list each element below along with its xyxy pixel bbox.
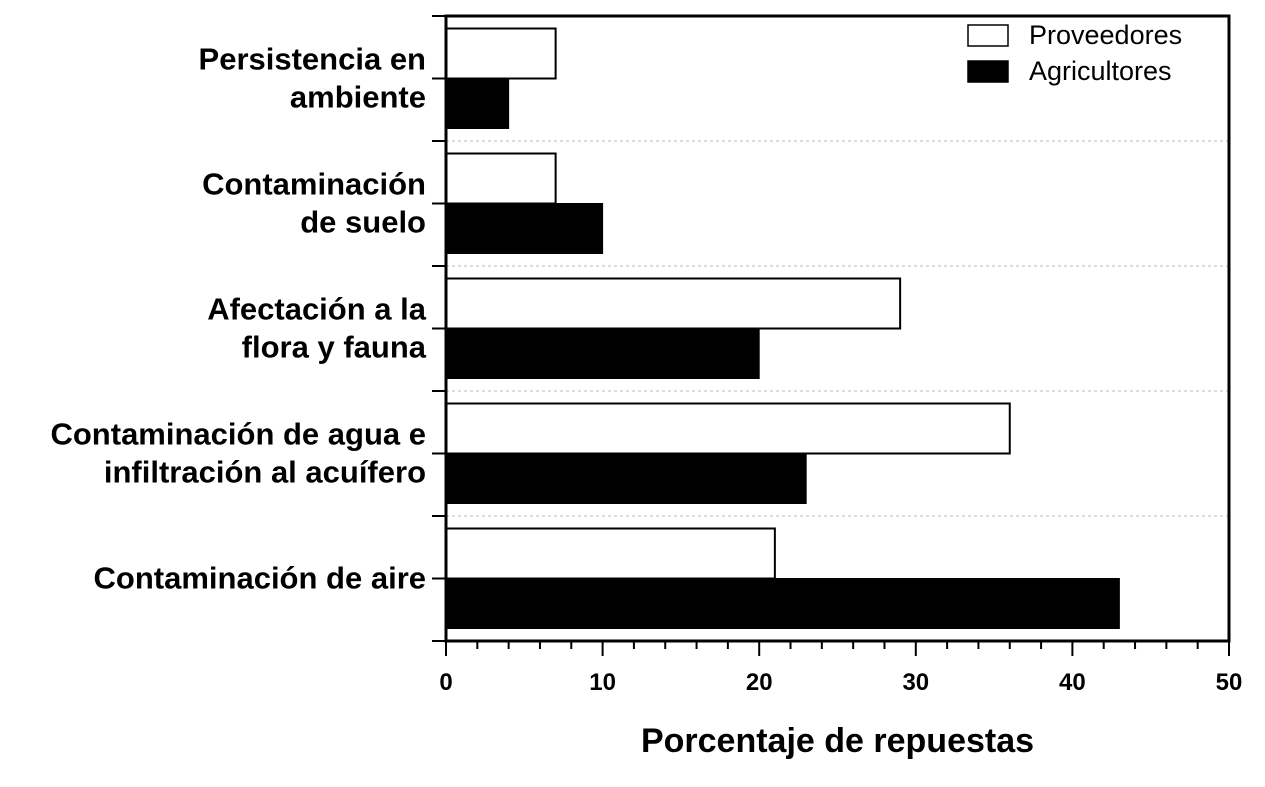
x-tick-label: 20 — [746, 669, 773, 696]
legend-label-proveedores: Proveedores — [1029, 20, 1182, 50]
category-label: ambiente — [290, 80, 426, 115]
bar-agricultores — [445, 453, 807, 504]
plot-frame — [444, 14, 1231, 643]
bar-agricultores — [445, 203, 604, 254]
category-label: infiltración al acuífero — [104, 455, 426, 490]
x-tick-label: 10 — [589, 669, 616, 696]
category-label: Contaminación de agua e — [50, 417, 426, 452]
category-label: Contaminación de aire — [94, 561, 426, 596]
category-label: Contaminación — [202, 167, 426, 202]
bar-proveedores — [445, 27, 557, 80]
bar-proveedores — [445, 152, 557, 205]
legend-swatch-agricultores — [967, 60, 1009, 83]
category-label: Afectación a la — [207, 292, 427, 327]
category-label: Persistencia en — [199, 42, 426, 77]
bar-proveedores — [445, 402, 1011, 455]
category-label: de suelo — [300, 205, 426, 240]
bar-agricultores — [445, 78, 510, 129]
legend-label-agricultores: Agricultores — [1029, 56, 1172, 86]
bar-proveedores — [445, 527, 776, 580]
bar-agricultores — [445, 578, 1120, 629]
x-tick-label: 0 — [439, 669, 452, 696]
bar-proveedores — [445, 277, 902, 330]
x-tick-label: 40 — [1059, 669, 1086, 696]
category-label: flora y fauna — [242, 330, 427, 365]
x-tick-label: 30 — [902, 669, 929, 696]
x-axis-title: Porcentaje de repuestas — [641, 722, 1034, 760]
x-tick-label: 50 — [1216, 669, 1243, 696]
legend-swatch-proveedores — [967, 24, 1009, 47]
bar-agricultores — [445, 328, 760, 379]
